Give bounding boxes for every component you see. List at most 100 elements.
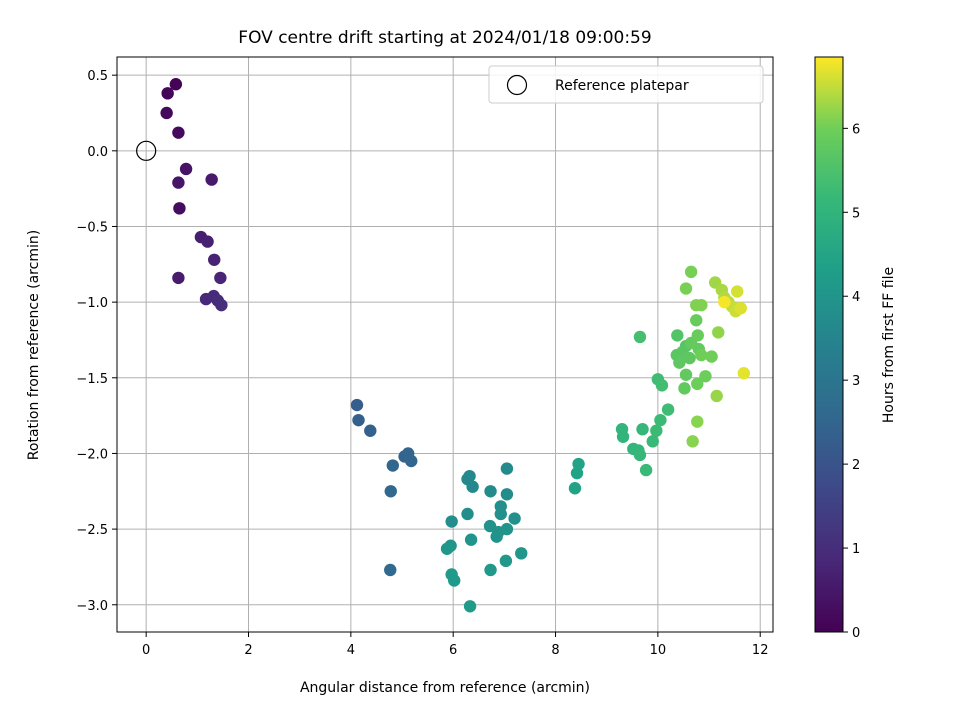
x-axis-label: Angular distance from reference (arcmin) xyxy=(300,680,590,696)
data-point xyxy=(173,202,186,215)
data-point xyxy=(671,329,684,342)
data-point xyxy=(215,298,228,312)
data-point xyxy=(172,271,185,285)
y-axis-label: Rotation from reference (arcmin) xyxy=(26,230,42,460)
grid xyxy=(117,57,773,632)
colorbar-ticks: 0 1 2 3 4 5 6 xyxy=(843,122,860,641)
y-tick-label: −2.5 xyxy=(76,523,108,538)
plot-frame xyxy=(116,56,774,633)
y-axis-ticks: 0.5 0.0 −0.5 −1.0 −1.5 −2.0 −2.5 −3.0 xyxy=(76,69,117,614)
x-tick-label: 2 xyxy=(244,643,252,658)
data-point xyxy=(679,282,693,295)
data-point xyxy=(654,413,667,427)
data-point xyxy=(500,522,514,536)
data-point xyxy=(484,563,497,577)
colorbar-tick-label: 5 xyxy=(852,206,860,221)
data-point xyxy=(568,482,582,495)
x-tick-label: 8 xyxy=(551,643,559,658)
data-point xyxy=(650,424,663,437)
data-point xyxy=(364,424,377,437)
data-point xyxy=(633,330,647,344)
data-point xyxy=(570,466,584,480)
data-point xyxy=(678,382,691,395)
colorbar-tick-label: 0 xyxy=(852,626,860,641)
x-tick-label: 10 xyxy=(650,643,667,658)
data-point xyxy=(691,415,704,428)
colorbar-tick-label: 1 xyxy=(852,542,860,557)
data-point xyxy=(494,507,507,521)
data-point xyxy=(712,326,725,339)
data-point xyxy=(172,176,185,189)
data-point xyxy=(508,512,521,525)
data-point xyxy=(499,554,513,568)
data-point xyxy=(445,515,458,528)
colorbar-tick-label: 6 xyxy=(852,122,860,137)
data-point xyxy=(384,485,397,498)
data-point xyxy=(695,298,708,312)
data-point xyxy=(636,423,649,436)
colorbar-tick-label: 3 xyxy=(852,374,860,389)
data-point xyxy=(169,78,183,91)
data-point xyxy=(172,126,185,139)
y-tick-label: −0.5 xyxy=(76,220,108,235)
colorbar-label: Hours from first FF file xyxy=(881,267,897,423)
legend: Reference platepar xyxy=(488,65,764,104)
data-points xyxy=(160,78,751,613)
data-point xyxy=(500,462,514,475)
colorbar-gradient xyxy=(815,57,843,632)
data-point xyxy=(734,301,747,315)
data-point xyxy=(500,488,514,501)
y-tick-label: 0.5 xyxy=(87,69,108,84)
y-tick-label: −1.0 xyxy=(76,296,108,311)
data-point xyxy=(661,403,675,416)
y-tick-label: −1.5 xyxy=(76,372,108,387)
data-point xyxy=(673,356,686,369)
data-point xyxy=(384,563,397,577)
data-point xyxy=(639,463,653,477)
x-tick-label: 4 xyxy=(347,643,355,658)
data-point xyxy=(691,329,704,342)
data-point xyxy=(205,173,218,186)
data-point xyxy=(705,350,718,363)
data-point xyxy=(463,600,477,613)
data-point xyxy=(461,507,474,521)
data-point xyxy=(208,253,221,266)
y-tick-label: −3.0 xyxy=(76,599,108,614)
data-point xyxy=(214,271,227,285)
data-point xyxy=(616,430,630,444)
legend-reference-marker xyxy=(506,74,528,96)
x-tick-label: 0 xyxy=(142,643,150,658)
data-point xyxy=(350,398,364,412)
x-tick-label: 6 xyxy=(449,643,457,658)
data-point xyxy=(179,162,193,176)
data-point xyxy=(684,265,698,279)
x-tick-label: 12 xyxy=(752,643,769,658)
data-point xyxy=(484,485,497,498)
data-point xyxy=(646,435,659,448)
colorbar-tick-label: 2 xyxy=(852,458,860,473)
data-point xyxy=(352,413,365,427)
data-point xyxy=(405,454,418,468)
colorbar: 0 1 2 3 4 5 6 Hours from first FF file xyxy=(814,56,897,641)
data-point xyxy=(201,235,214,248)
data-point xyxy=(655,379,669,392)
data-point xyxy=(161,87,174,100)
data-point xyxy=(691,377,704,391)
colorbar-frame xyxy=(814,56,844,633)
data-point xyxy=(515,547,528,560)
chart-title: FOV centre drift starting at 2024/01/18 … xyxy=(238,28,651,48)
data-point xyxy=(718,295,731,309)
y-tick-label: 0.0 xyxy=(87,145,108,160)
data-point xyxy=(737,367,751,380)
data-point xyxy=(464,533,478,546)
data-point xyxy=(386,459,400,472)
data-point xyxy=(683,351,696,365)
data-point xyxy=(686,435,699,448)
data-point xyxy=(730,285,744,298)
data-point xyxy=(160,106,173,120)
data-point xyxy=(448,574,461,587)
data-point xyxy=(710,389,723,403)
data-point xyxy=(695,348,708,362)
